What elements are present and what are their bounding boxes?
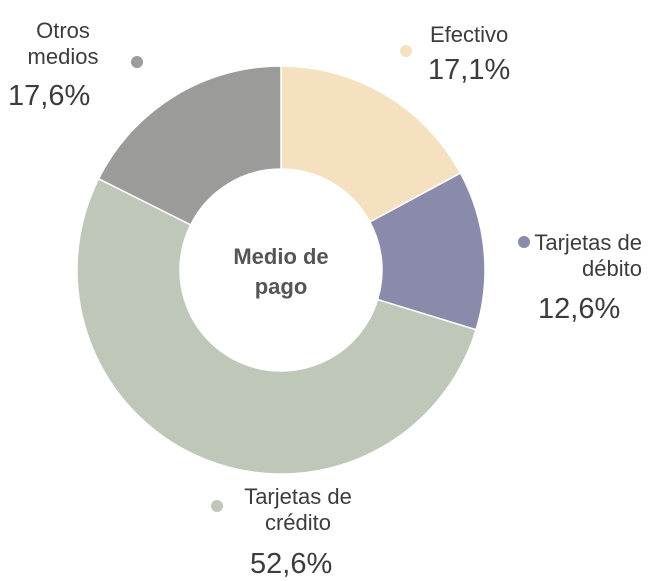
slice [280, 65, 462, 224]
slice-label: Otros medios [27, 18, 99, 69]
slice-label: Efectivo [430, 22, 509, 47]
value-label: 17,1% [428, 54, 511, 86]
slice [97, 65, 282, 226]
slice [76, 177, 477, 475]
slice-label: Tarjetas de débito [534, 230, 642, 281]
slice-label: Tarjetas de crédito [244, 484, 352, 535]
legend-dot [211, 500, 223, 512]
value-label: 17,6% [8, 80, 91, 112]
center-label: Medio de pago [233, 244, 329, 299]
value-label: 12,6% [538, 293, 621, 325]
legend-dot [131, 56, 143, 68]
value-label: 52,6% [250, 548, 333, 580]
legend-dot [400, 45, 412, 57]
legend-dot [518, 236, 530, 248]
